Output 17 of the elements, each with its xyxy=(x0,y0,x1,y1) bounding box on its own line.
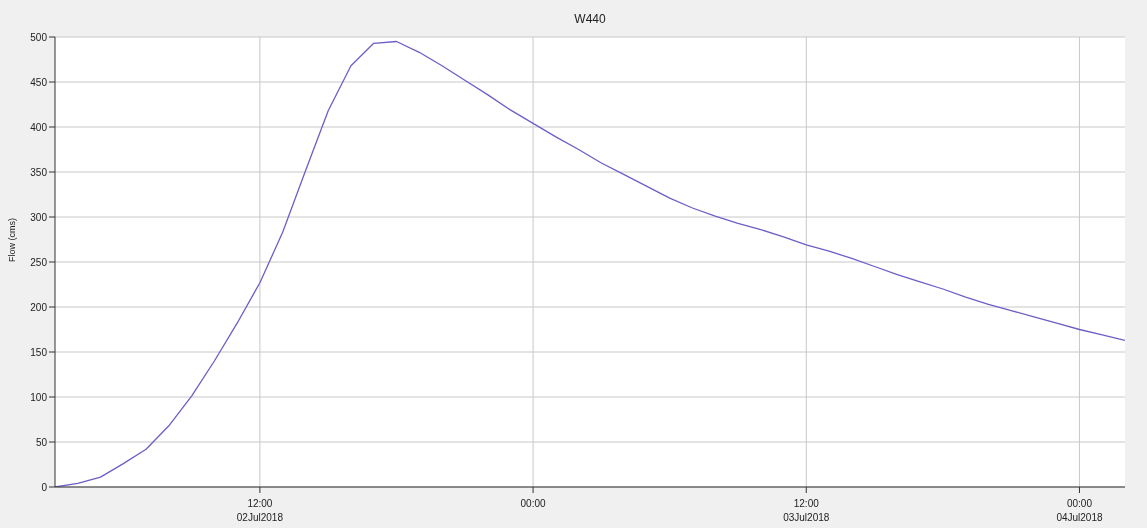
x-tick-label: 00:00 04Jul2018 xyxy=(1056,498,1103,523)
y-tick-label: 50 xyxy=(35,436,48,448)
y-tick-label: 450 xyxy=(30,76,48,88)
y-tick-label: 100 xyxy=(30,391,48,403)
y-tick-label: 200 xyxy=(30,301,48,313)
y-tick-label: 0 xyxy=(41,481,48,493)
chart-title: W440 xyxy=(573,12,607,26)
x-tick-label: 12:00 02Jul2018 xyxy=(236,498,284,523)
y-tick-label: 150 xyxy=(30,346,48,358)
y-axis-title: Flow (cms) xyxy=(7,218,18,262)
x-tick-label: 00:00 xyxy=(520,498,547,509)
y-tick-label: 400 xyxy=(30,121,48,133)
y-tick-label: 350 xyxy=(30,166,48,178)
x-tick-label: 12:00 03Jul2018 xyxy=(783,498,830,523)
y-tick-label: 300 xyxy=(30,211,48,223)
y-tick-label: 500 xyxy=(30,31,48,43)
y-tick-label: 250 xyxy=(30,256,48,268)
